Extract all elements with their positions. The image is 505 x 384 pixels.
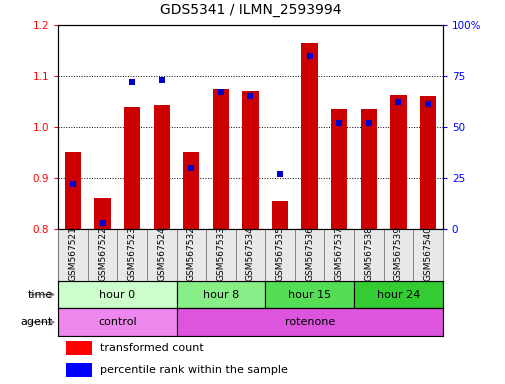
Bar bbox=[58, 229, 87, 281]
Bar bbox=[206, 229, 235, 281]
Bar bbox=[389, 95, 406, 229]
Bar bbox=[87, 229, 117, 281]
Bar bbox=[301, 43, 317, 229]
Text: GDS5341 / ILMN_2593994: GDS5341 / ILMN_2593994 bbox=[160, 3, 340, 17]
Bar bbox=[324, 229, 353, 281]
Text: hour 15: hour 15 bbox=[287, 290, 331, 300]
Text: rotenone: rotenone bbox=[284, 317, 334, 327]
Bar bbox=[330, 109, 346, 229]
Text: agent: agent bbox=[21, 317, 53, 327]
Point bbox=[334, 120, 342, 126]
Bar bbox=[154, 105, 170, 229]
Text: control: control bbox=[98, 317, 136, 327]
Text: transformed count: transformed count bbox=[99, 343, 203, 353]
Bar bbox=[354, 281, 442, 308]
Bar bbox=[58, 308, 176, 336]
Bar bbox=[235, 229, 265, 281]
Bar bbox=[383, 229, 413, 281]
Bar bbox=[117, 229, 146, 281]
Text: percentile rank within the sample: percentile rank within the sample bbox=[99, 365, 287, 375]
Point bbox=[246, 93, 254, 99]
Bar bbox=[58, 281, 176, 308]
Text: hour 24: hour 24 bbox=[376, 290, 419, 300]
Bar bbox=[265, 229, 294, 281]
Bar bbox=[413, 229, 442, 281]
Bar bbox=[66, 363, 92, 377]
Bar bbox=[242, 91, 258, 229]
Point bbox=[187, 165, 195, 171]
Bar bbox=[176, 229, 206, 281]
Bar bbox=[212, 89, 229, 229]
Bar bbox=[294, 229, 324, 281]
Point bbox=[128, 79, 136, 85]
Bar bbox=[183, 152, 199, 229]
Bar bbox=[146, 229, 176, 281]
Bar bbox=[265, 281, 354, 308]
Point bbox=[217, 89, 225, 95]
Bar bbox=[354, 229, 383, 281]
Text: hour 0: hour 0 bbox=[99, 290, 135, 300]
Point bbox=[98, 220, 107, 226]
Bar bbox=[66, 341, 92, 354]
Bar bbox=[124, 106, 140, 229]
Text: time: time bbox=[28, 290, 53, 300]
Point bbox=[158, 77, 166, 83]
Point bbox=[393, 99, 401, 106]
Bar bbox=[419, 96, 435, 229]
Point bbox=[364, 120, 372, 126]
Bar bbox=[271, 201, 288, 229]
Point bbox=[423, 101, 431, 108]
Point bbox=[275, 171, 283, 177]
Bar bbox=[176, 308, 442, 336]
Bar bbox=[94, 198, 111, 229]
Point bbox=[305, 53, 313, 59]
Bar bbox=[176, 281, 265, 308]
Bar bbox=[65, 152, 81, 229]
Point bbox=[69, 181, 77, 187]
Bar bbox=[360, 109, 376, 229]
Text: hour 8: hour 8 bbox=[203, 290, 238, 300]
